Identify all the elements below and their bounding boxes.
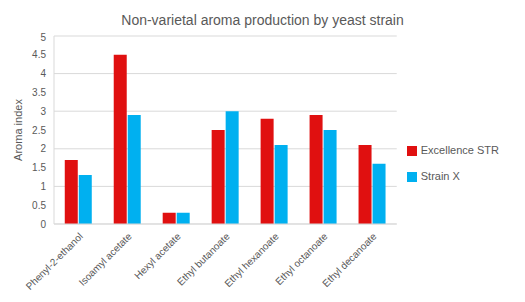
svg-text:0.5: 0.5 [32,200,46,211]
svg-text:0: 0 [40,219,46,230]
svg-text:4: 4 [40,68,46,79]
svg-text:4.5: 4.5 [32,49,46,60]
svg-text:Ethyl octanoate: Ethyl octanoate [273,230,330,288]
svg-text:Aroma index: Aroma index [12,99,24,161]
svg-text:Isoamyl acetate: Isoamyl acetate [77,230,135,288]
svg-text:Ethyl hexanoate: Ethyl hexanoate [222,230,281,289]
html-text:Non-varietal aroma production: Non-varietal aroma production by yeast s… [121,12,404,28]
svg-text:Hexyl acetate: Hexyl acetate [132,230,183,281]
html-text:Excellence STR: Excellence STR [420,144,499,156]
html-text:Strain X: Strain X [420,170,460,182]
svg-text:Ethyl decanoate: Ethyl decanoate [320,230,379,289]
svg-text:3.5: 3.5 [32,87,46,98]
svg-text:2.5: 2.5 [32,125,46,136]
svg-text:Phenyl-2-ethanol: Phenyl-2-ethanol [24,231,85,292]
svg-text:5: 5 [40,32,46,43]
svg-text:2: 2 [40,143,46,154]
svg-text:3: 3 [40,106,46,117]
svg-text:Ethyl butanoate: Ethyl butanoate [174,230,232,288]
svg-text:1: 1 [40,181,46,192]
svg-text:1.5: 1.5 [32,162,46,173]
